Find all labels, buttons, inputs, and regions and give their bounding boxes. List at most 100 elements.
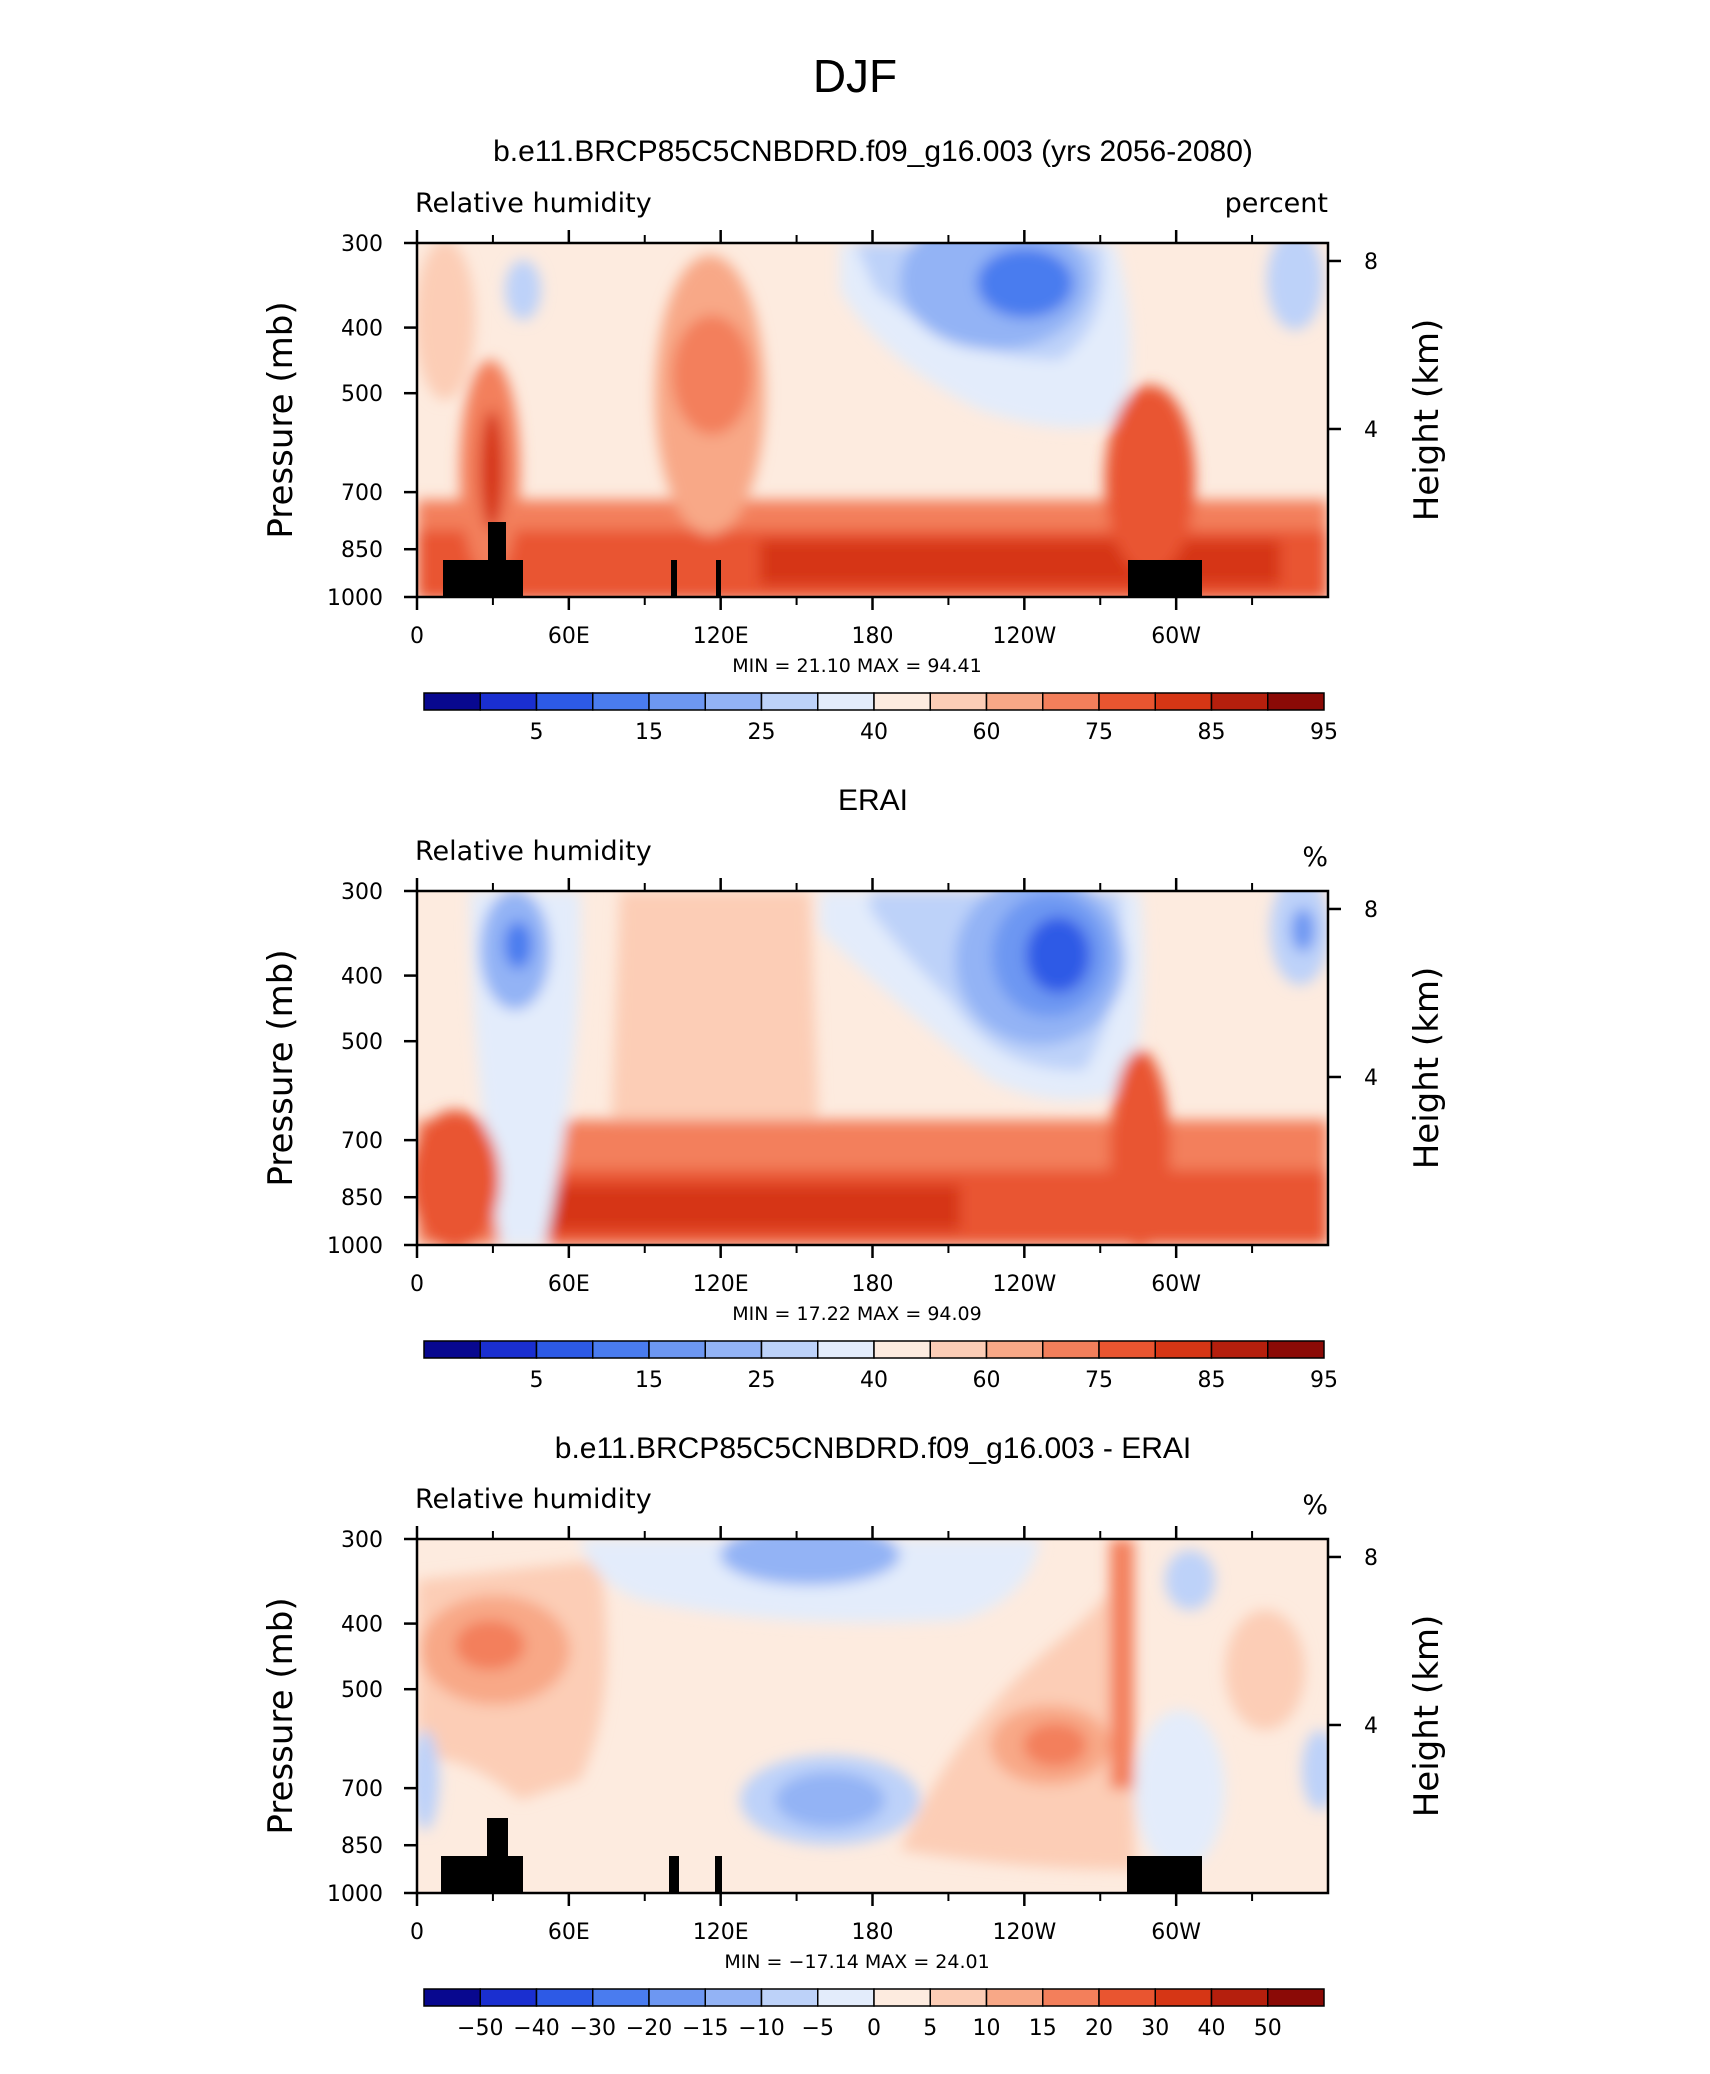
units-label: % (1302, 1490, 1328, 1521)
x-tick-label: 180 (852, 1920, 894, 1945)
region-dry-east (1267, 243, 1323, 330)
height-tick-label: 8 (1364, 1546, 1378, 1571)
terrain-newguinea (715, 1856, 722, 1893)
colorbar-box (535, 692, 594, 711)
colorbar-box (592, 1340, 650, 1359)
colorbar-label: 85 (1198, 720, 1226, 745)
x-tick-label: 60E (548, 1272, 590, 1297)
y-tick-label: 300 (341, 1528, 383, 1553)
colorbar-label: 30 (1141, 2016, 1169, 2041)
colorbar-label: 25 (748, 1368, 776, 1393)
colorbar-label: 40 (860, 1368, 888, 1393)
region-dry-west-core (504, 921, 532, 969)
colorbar-box (1098, 1988, 1156, 2007)
x-tick-label: 120E (693, 624, 749, 649)
terrain-mask (441, 1818, 1202, 1893)
colorbar-box (423, 1988, 481, 2007)
region-negative-far-east (1302, 1730, 1328, 1810)
colorbar-box (535, 1988, 594, 2007)
colorbar-box (648, 692, 706, 711)
x-tick-label: 60E (548, 1920, 590, 1945)
y-axis-title: Pressure (mb) (261, 1597, 301, 1834)
colorbar-box (985, 1340, 1044, 1359)
x-tick-label: 120W (992, 624, 1056, 649)
colorbar-box (1210, 1340, 1269, 1359)
y-tick-label: 400 (341, 965, 383, 990)
colorbar-box (704, 1988, 763, 2007)
x-tick-label: 0 (410, 1272, 424, 1297)
colorbar-box (1042, 1988, 1100, 2007)
region-dry-west (505, 260, 541, 320)
colorbar-box (817, 1988, 875, 2007)
terrain-africa-peak (488, 522, 506, 597)
colorbar-box (479, 1340, 538, 1359)
terrain-indonesia (669, 1856, 679, 1893)
colorbar-label: −30 (570, 2016, 616, 2041)
colorbar-box (817, 692, 875, 711)
region-moist-core (672, 315, 752, 435)
x-tick-label: 0 (410, 1920, 424, 1945)
colorbar-box (929, 692, 988, 711)
terrain-africa-peak (487, 1818, 508, 1893)
y-axis-title: Pressure (mb) (261, 949, 301, 1186)
height-tick-label: 4 (1364, 418, 1378, 443)
x-tick-label: 60W (1151, 624, 1201, 649)
colorbar-label: 15 (635, 1368, 663, 1393)
colorbar-box (704, 1340, 763, 1359)
y-tick-label: 300 (341, 880, 383, 905)
y-tick-label: 500 (341, 1030, 383, 1055)
terrain-newguinea (716, 560, 721, 597)
stats-label: MIN = −17.14 MAX = 24.01 (724, 1951, 989, 1973)
colorbar-box (423, 1340, 481, 1359)
y-tick-label: 500 (341, 1678, 383, 1703)
colorbar-label: −5 (802, 2016, 834, 2041)
colorbar-label: 75 (1085, 720, 1113, 745)
height-tick-label: 8 (1364, 250, 1378, 275)
colorbar-box (760, 1340, 819, 1359)
colorbar-box (1098, 1340, 1156, 1359)
region-west-low-moist (417, 1110, 500, 1245)
colorbar-label: 50 (1254, 2016, 1282, 2041)
region-dry-east-core (1291, 908, 1315, 952)
region-dry-center (1026, 917, 1090, 993)
colorbar-box (760, 692, 819, 711)
colorbar-box (479, 1988, 538, 2007)
terrain-africa (441, 1856, 523, 1893)
height-tick-label: 4 (1364, 1066, 1378, 1091)
y-tick-label: 700 (341, 1129, 383, 1154)
colorbar-box (873, 1340, 931, 1359)
terrain-indonesia (671, 560, 677, 597)
colorbar-box (704, 692, 763, 711)
colorbar-label: 95 (1310, 720, 1338, 745)
panel-difference: b.e11.BRCP85C5CNBDRD.f09_g16.003 - ERAI … (261, 1432, 1447, 2041)
colorbar-box (1154, 692, 1213, 711)
region-africa-core (480, 410, 504, 530)
region-positive-central-max (1023, 1723, 1087, 1767)
colorbar-box (535, 1340, 594, 1359)
colorbar-label: 15 (1029, 2016, 1057, 2041)
y-tick-label: 700 (341, 1777, 383, 1802)
x-tick-label: 60W (1151, 1272, 1201, 1297)
colorbar-label: −15 (682, 2016, 728, 2041)
colorbar-box (873, 1988, 931, 2007)
terrain-africa (443, 560, 523, 597)
y-tick-label: 300 (341, 232, 383, 257)
stats-label: MIN = 17.22 MAX = 94.09 (732, 1303, 981, 1325)
y-tick-label: 400 (341, 317, 383, 342)
colorbar-label: −10 (738, 2016, 784, 2041)
region-moist-column (610, 891, 820, 1160)
x-tick-label: 0 (410, 624, 424, 649)
colorbar-box (817, 1340, 875, 1359)
stats-label: MIN = 21.10 MAX = 94.41 (732, 655, 981, 677)
colorbar-box (648, 1988, 706, 2007)
colorbar-label: 85 (1198, 1368, 1226, 1393)
y-tick-label: 850 (341, 538, 383, 563)
variable-label: Relative humidity (415, 836, 652, 867)
variable-label: Relative humidity (415, 188, 652, 219)
x-tick-label: 120E (693, 1920, 749, 1945)
x-tick-label: 120E (693, 1272, 749, 1297)
colorbar-box (592, 1988, 650, 2007)
colorbar-box (929, 1340, 988, 1359)
colorbar-label: 20 (1085, 2016, 1113, 2041)
terrain-mask (443, 522, 1202, 597)
